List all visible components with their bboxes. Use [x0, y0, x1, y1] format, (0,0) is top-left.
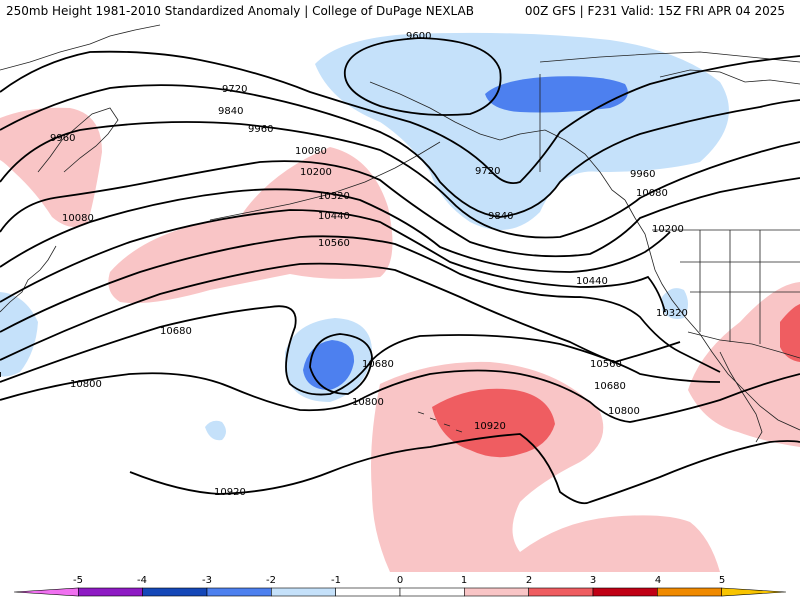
contour-label: 9960	[630, 169, 655, 180]
coastline-siberia	[0, 24, 161, 71]
negative-anomaly-alaska	[315, 32, 729, 230]
contour-label: 10920	[474, 421, 506, 432]
colorbar-tick: 1	[461, 575, 467, 586]
colorbar-bin	[206, 587, 272, 597]
contour-label: 9720	[475, 166, 500, 177]
colorbar-bin	[657, 587, 722, 597]
colorbar-bins	[13, 587, 787, 597]
strong-positive-anomaly-mexico	[780, 304, 800, 362]
contour-9720	[0, 50, 800, 185]
contour-10440	[0, 235, 721, 373]
height-anomaly-map: 9600 9720 9840 9960 9960 10080 10080 102…	[0, 22, 800, 572]
coastlines	[0, 24, 800, 443]
contour-10680	[0, 305, 721, 396]
colorbar-tick: 3	[590, 575, 596, 586]
contour-10200	[0, 188, 671, 273]
contour-label: 10080	[295, 146, 327, 157]
contour-9840	[0, 84, 800, 218]
contour-label: 9960	[50, 133, 75, 144]
coastline-baja	[719, 351, 763, 443]
contour-label: 10200	[652, 224, 684, 235]
contour-10080	[0, 160, 800, 258]
coastline-alaska	[369, 81, 626, 201]
coastline-canada-north	[539, 51, 800, 63]
contour-label: 10200	[300, 167, 332, 178]
height-contours	[0, 37, 800, 505]
strong-positive-anomaly-subtropical	[432, 388, 555, 458]
contour-9600	[343, 37, 502, 116]
contour-10920	[0, 372, 800, 505]
colorbar-bin	[78, 587, 143, 597]
contour-label: 10320	[656, 308, 688, 319]
colorbar-tick: -3	[202, 575, 212, 586]
colorbar-tick: -4	[137, 575, 147, 586]
contour-label: 10560	[318, 238, 350, 249]
contour-label: 10080	[62, 213, 94, 224]
coastline-aleutians	[209, 141, 441, 221]
model-run-info: 00Z GFS | F231 Valid: 15Z FRI APR 04 202…	[524, 4, 785, 18]
contour-label: 9840	[218, 106, 243, 117]
colorbar-bin	[335, 587, 401, 597]
colorbar-tick: -2	[266, 575, 276, 586]
contour-label: 9720	[222, 84, 247, 95]
coastline-bc-coast	[624, 199, 800, 431]
colorbar-tick: 2	[526, 575, 532, 586]
contour-label: 10920	[214, 487, 246, 498]
colorbar-bin	[721, 587, 787, 597]
colorbar-bin	[528, 587, 594, 597]
contour-9960	[0, 121, 800, 239]
anomaly-colorbar: -5 -4 -3 -2 -1 0 1 2 3 4 5	[13, 575, 787, 597]
colorbar-tick: 4	[655, 575, 661, 586]
contour-label: 10680	[160, 326, 192, 337]
colorbar-bin	[592, 587, 658, 597]
colorbar-bin	[13, 587, 79, 597]
contour-10320	[0, 209, 666, 313]
contour-label: 10440	[318, 211, 350, 222]
contour-label: 10680	[362, 359, 394, 370]
contour-label: 9600	[406, 31, 431, 42]
contour-label: 10440	[576, 276, 608, 287]
positive-anomaly-japan	[0, 107, 102, 227]
contour-label: 10080	[636, 188, 668, 199]
coastline-kamchatka	[37, 107, 119, 173]
state-borders	[680, 230, 800, 344]
header-bar: 250mb Height 1981-2010 Standardized Anom…	[0, 0, 800, 22]
negative-anomaly-small	[205, 420, 226, 441]
colorbar-tick: 0	[397, 575, 403, 586]
strong-negative-anomaly-low	[303, 340, 355, 390]
contour-label: 9960	[248, 124, 273, 135]
colorbar-tick: -5	[73, 575, 83, 586]
colorbar-tick: -1	[331, 575, 341, 586]
contour-labels: 9600 9720 9840 9960 9960 10080 10080 102…	[50, 31, 688, 498]
coastline-japan	[0, 245, 57, 313]
contour-label: 10800	[70, 379, 102, 390]
coastline-arctic-islands	[659, 69, 800, 85]
contour-label: 9840	[488, 211, 513, 222]
colorbar-bin	[464, 587, 529, 597]
contour-label: 10320	[318, 191, 350, 202]
contour-label: 10800	[608, 406, 640, 417]
contour-label: 10560	[590, 359, 622, 370]
contour-closed-low	[309, 333, 373, 395]
contour-10800	[0, 369, 800, 423]
contour-label: 10680	[594, 381, 626, 392]
colorbar-bin	[271, 587, 336, 597]
colorbar-bin	[399, 587, 465, 597]
positive-anomaly-mexico	[688, 282, 800, 447]
colorbar-bin	[142, 587, 208, 597]
border-us-mexico	[687, 331, 800, 359]
map-title: 250mb Height 1981-2010 Standardized Anom…	[6, 4, 474, 18]
contour-label: 10800	[352, 397, 384, 408]
colorbar-ticks: -5 -4 -3 -2 -1 0 1 2 3 4 5	[73, 575, 725, 586]
coastline-hawaii	[417, 411, 463, 433]
colorbar-tick: 5	[719, 575, 725, 586]
strong-negative-anomaly-alaska	[485, 76, 628, 113]
